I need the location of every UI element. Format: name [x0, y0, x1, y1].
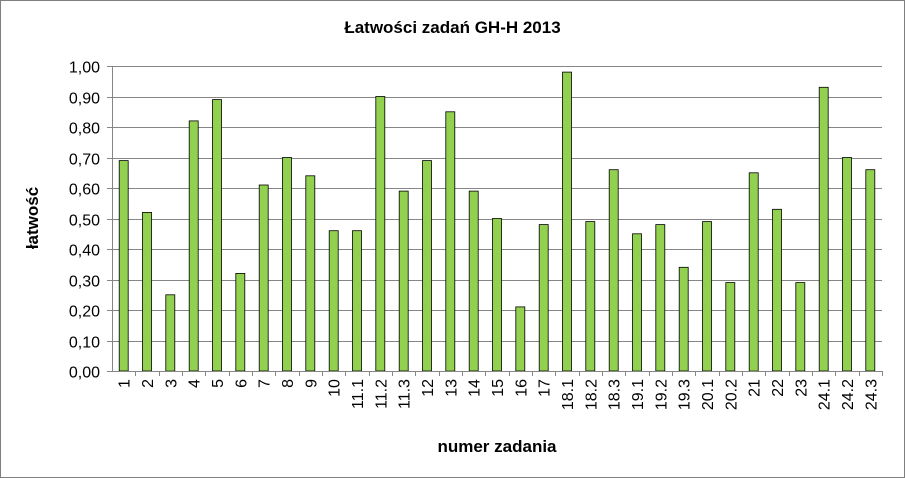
x-tick-label: 20.2: [723, 379, 740, 410]
x-tick-label: 17: [537, 379, 554, 397]
y-tick-label: 0,70: [69, 152, 100, 169]
bar-11.1: [352, 230, 362, 372]
bar-11.3: [398, 190, 409, 372]
y-tick-label: 0,90: [69, 91, 100, 108]
x-tick-label: 6: [233, 379, 250, 388]
x-tick-label: 19.2: [653, 379, 670, 410]
chart-title: Łatwości zadań GH-H 2013: [344, 18, 561, 37]
y-tick-label: 0,20: [69, 304, 100, 321]
bar-18.1: [562, 71, 572, 372]
x-tick-labels: 1 2 3 4 5 6 7 8 9 10 11.1 11.2 11.3 12 13 14 15 16 17 18.1 1…: [117, 379, 881, 410]
x-tick-label: 16: [513, 379, 530, 397]
x-tick-label: 20.1: [700, 379, 717, 410]
bar-12: [422, 160, 432, 372]
bar-24.3: [865, 169, 876, 372]
bar-16: [515, 306, 526, 372]
x-tick-label: 18.2: [583, 379, 600, 410]
bar-14: [468, 190, 479, 372]
y-tick-label: 0,00: [69, 365, 100, 382]
y-tick-label: 0,10: [69, 335, 100, 352]
bar-13: [445, 111, 456, 372]
bar-17: [538, 224, 549, 372]
x-tick-label: 3: [163, 379, 180, 388]
x-tick-label: 13: [443, 379, 460, 397]
x-tick-label: 14: [467, 379, 484, 397]
bar-10: [328, 230, 339, 372]
y-tick-label: 1,00: [69, 60, 100, 77]
x-tick-label: 2: [140, 379, 157, 388]
bar-4: [188, 120, 199, 372]
bar-8: [282, 157, 292, 372]
bar-24.2: [842, 157, 852, 372]
y-tick-label: 0,30: [69, 274, 100, 291]
x-tick-label: 18.3: [607, 379, 624, 410]
x-tick-label: 24.1: [817, 379, 834, 410]
x-tick-label: 5: [210, 379, 227, 388]
bar-19.3: [678, 266, 689, 372]
axes: [107, 66, 883, 376]
y-tick-label: 0,40: [69, 243, 100, 260]
x-tick-label: 9: [303, 379, 320, 388]
x-tick-label: 11.3: [397, 379, 414, 409]
bar-20.2: [725, 282, 736, 372]
y-tick-label: 0,60: [69, 182, 100, 199]
bar-24.1: [818, 86, 829, 372]
x-tick-label: 23: [793, 379, 810, 397]
y-tick-labels: 0,00 0,10 0,20 0,30 0,40 0,50 0,60 0,70 0,80 0,90…: [69, 60, 100, 382]
y-tick-label: 0,80: [69, 121, 100, 138]
x-tick-label: 19.3: [677, 379, 694, 410]
x-tick-label: 10: [327, 379, 344, 397]
x-tick-label: 24.3: [863, 379, 880, 410]
bar-3: [165, 294, 176, 372]
x-tick-label: 21: [747, 379, 764, 397]
x-tick-label: 11.2: [373, 379, 390, 409]
bar-23: [795, 282, 806, 372]
x-tick-label: 11.1: [350, 379, 367, 409]
x-tick-label: 24.2: [840, 379, 857, 410]
y-tick-label: 0,50: [69, 213, 100, 230]
bar-2: [142, 211, 152, 372]
x-tick-label: 7: [257, 379, 274, 388]
bar-20.1: [702, 221, 712, 372]
x-tick-label: 18.1: [560, 379, 577, 410]
bar-19.1: [632, 233, 642, 372]
bar-18.2: [585, 221, 596, 372]
x-axis-label: numer zadania: [437, 437, 557, 456]
bar-22: [772, 208, 782, 372]
bars: [118, 71, 876, 372]
bar-1: [118, 160, 129, 372]
x-tick-label: 8: [280, 379, 297, 388]
x-tick-label: 12: [420, 379, 437, 397]
bar-5: [212, 99, 222, 372]
bar-6: [235, 272, 246, 372]
x-tick-label: 4: [187, 379, 204, 388]
bar-11.2: [375, 96, 386, 372]
bar-21: [748, 172, 759, 372]
bar-19.2: [655, 224, 666, 372]
x-tick-label: 1: [117, 379, 134, 388]
bar-15: [492, 218, 502, 372]
bar-9: [305, 175, 316, 372]
bar-7: [258, 184, 269, 372]
x-tick-label: 22: [770, 379, 787, 397]
x-tick-label: 15: [490, 379, 507, 397]
x-tick-label: 19.1: [630, 379, 647, 410]
bar-18.3: [608, 169, 619, 372]
